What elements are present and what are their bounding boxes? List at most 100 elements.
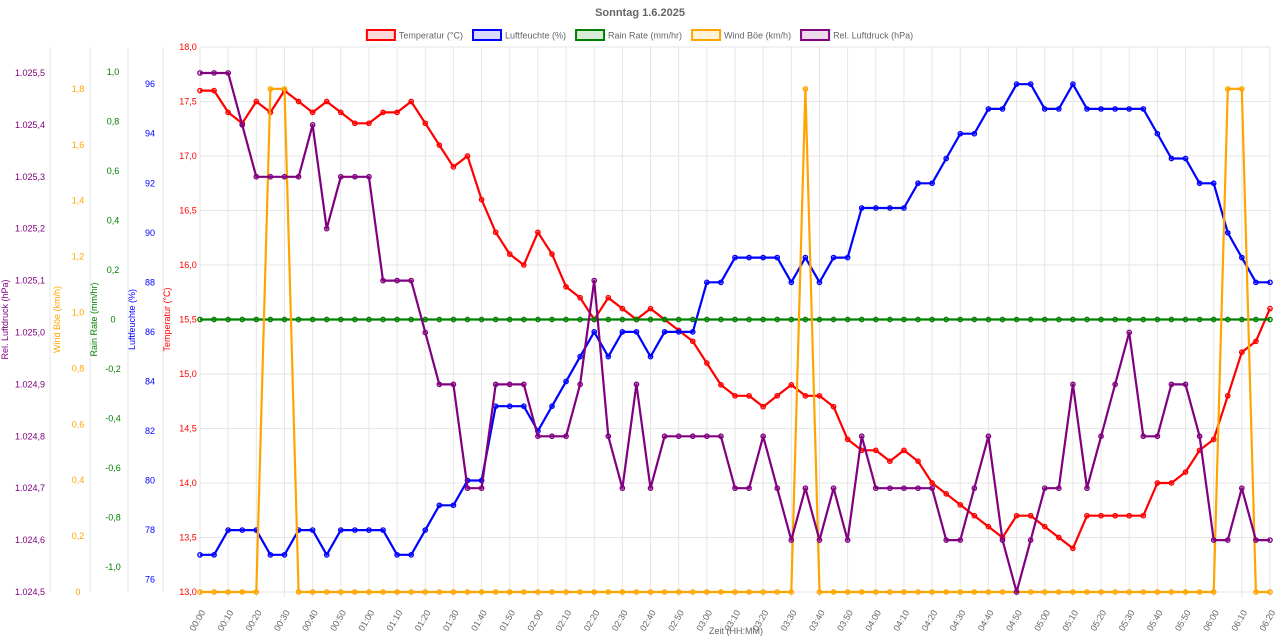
data-point [1084,512,1090,519]
data-point [591,316,598,323]
data-point [1027,512,1034,519]
data-point [535,316,541,323]
wind-axis-title: Wind Böe (km/h) [52,286,62,353]
x-tick-label: 01:00 [356,608,376,633]
humidity-tick-label: 78 [145,525,155,535]
data-point [689,329,696,335]
data-point [197,316,203,323]
series-line-1 [200,83,1270,556]
data-point [478,485,485,492]
data-point [1140,589,1147,595]
temp-tick-label: 16,0 [179,260,197,270]
data-point [1168,480,1175,486]
data-point [999,106,1006,112]
legend: Temperatur (°C) Luftfeuchte (%) Rain Rate … [365,29,913,41]
data-point [1126,316,1133,323]
x-tick-label: 05:10 [1060,608,1080,633]
data-point [689,316,696,323]
humidity-tick-label: 80 [145,476,155,486]
data-point [1112,512,1118,519]
humidity-tick-label: 86 [145,327,155,337]
data-point [703,316,710,323]
data-point [929,316,935,323]
data-point [253,316,260,323]
pressure-tick-label: 1.025,1 [15,276,45,286]
data-point [774,316,781,323]
data-point [1098,512,1104,519]
data-point [1267,537,1273,543]
data-point [239,122,246,128]
data-point [732,254,738,261]
humidity-tick-label: 90 [145,228,155,238]
data-point [858,316,865,323]
data-point [267,173,274,180]
data-point [563,378,569,385]
data-point [281,316,288,323]
data-point [1224,316,1231,323]
data-point [492,403,499,410]
rain-tick-label: -0,4 [105,414,121,424]
data-point [788,316,795,323]
data-point [760,316,767,323]
data-point [1210,180,1217,187]
data-point [985,316,992,323]
data-point [830,485,837,492]
data-point [1041,485,1048,492]
x-tick-label: 00:10 [216,608,236,633]
data-point [774,589,781,595]
data-point [774,254,781,261]
data-point [239,316,246,323]
data-point [943,491,950,497]
data-point [887,485,893,492]
data-point [830,589,837,595]
data-point [1070,81,1076,88]
data-point [1013,512,1020,519]
data-point [971,512,978,519]
rain-tick-label: -0,8 [105,513,121,523]
data-point [295,173,302,180]
data-point [591,329,598,335]
data-point [450,502,457,509]
data-point [1154,433,1161,440]
data-point [858,589,865,595]
data-point [309,109,316,116]
humidity-tick-label: 82 [145,426,155,436]
data-point [1210,316,1217,323]
data-point [929,485,935,492]
data-point [1238,254,1245,261]
data-point [675,329,682,335]
data-point [1168,381,1175,388]
x-tick-label: 04:10 [891,608,911,633]
data-point [422,120,429,127]
data-point [225,70,232,76]
data-point [1253,589,1259,595]
y-axes: 1.025,5 1.025,4 1.025,3 1.025,2 1.025,1 1.025… [0,42,201,597]
data-point [901,447,907,454]
data-point [309,122,316,128]
data-point [197,589,203,595]
data-point [675,433,682,440]
legend-label: Temperatur (°C) [399,31,463,41]
data-point [830,254,837,261]
data-point [858,433,865,440]
data-point [380,109,386,116]
data-point [915,316,921,323]
data-point [844,589,851,595]
data-point [1084,589,1090,595]
data-point [718,589,724,595]
data-point [591,277,598,284]
x-tick-label: 05:40 [1145,608,1165,633]
data-point [1267,316,1273,323]
data-point [408,589,415,595]
data-point [633,589,640,595]
temp-tick-label: 14,5 [179,424,197,434]
rain-tick-label: 0,6 [107,166,120,176]
data-point [830,316,837,323]
data-point [478,196,485,203]
data-point [703,433,710,440]
data-point [703,279,710,286]
data-point [816,392,823,399]
wind-tick-label: 0,8 [72,363,85,373]
temp-tick-label: 16,5 [179,206,197,216]
